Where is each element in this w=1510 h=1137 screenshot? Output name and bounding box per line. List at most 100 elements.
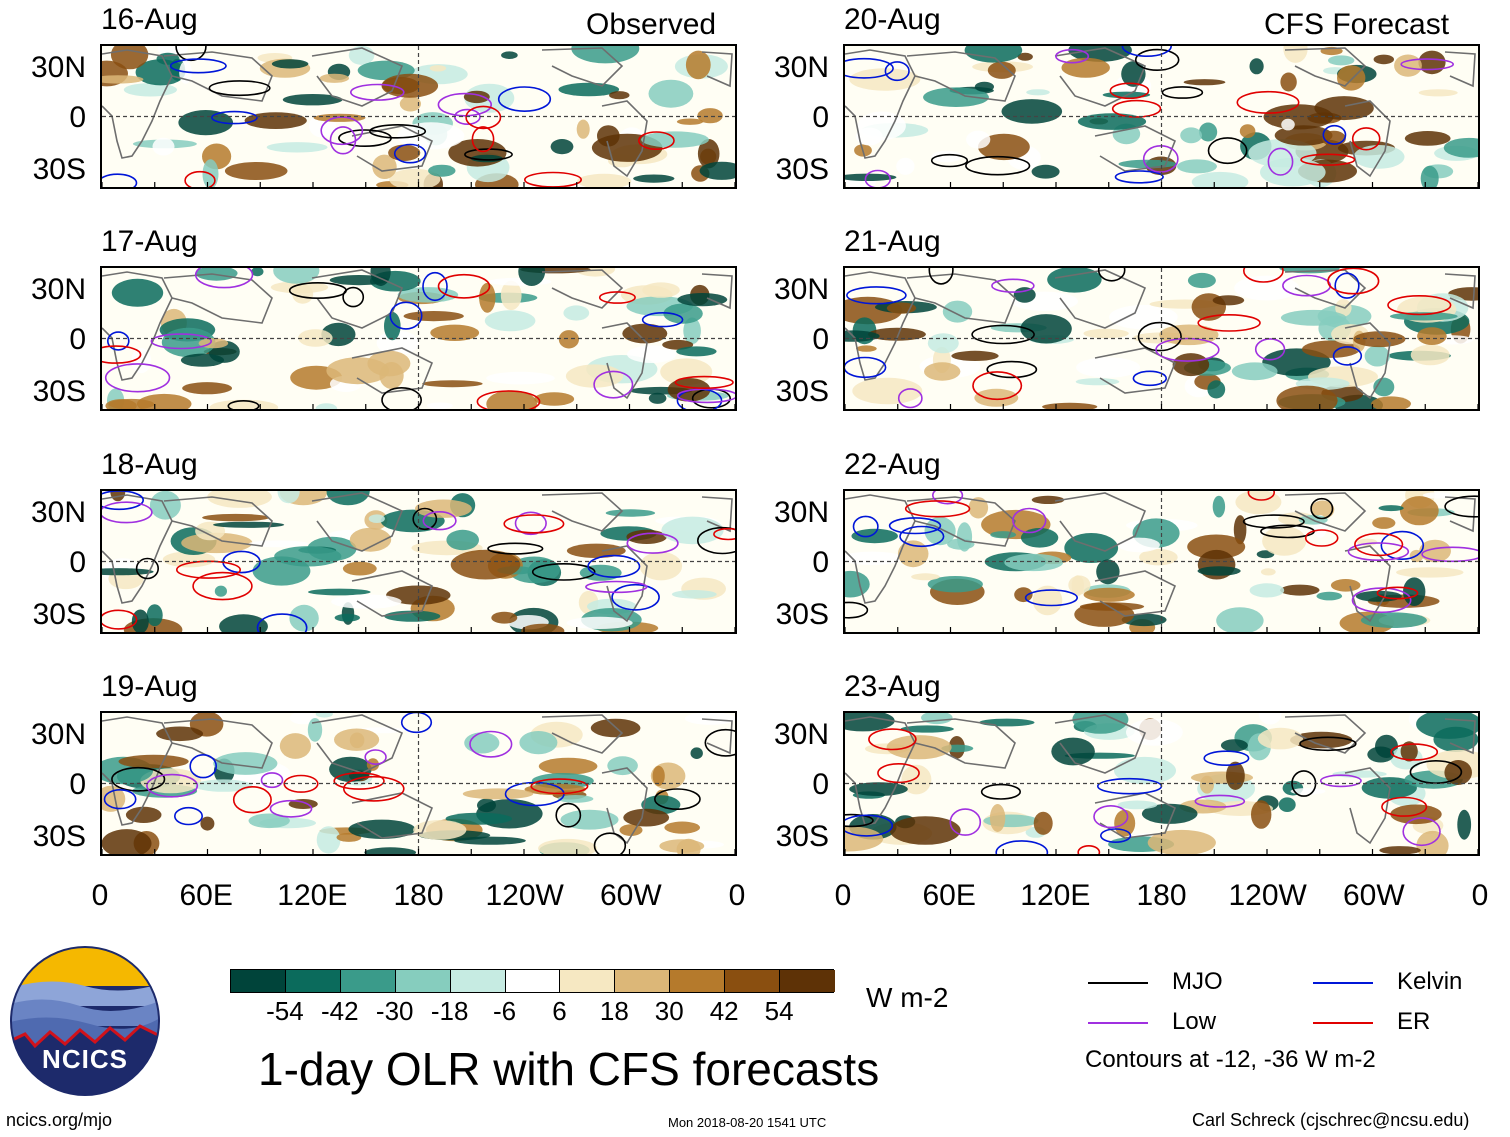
legend-swatch-kelvin [1313, 982, 1373, 984]
olr-anomaly-blob [845, 173, 897, 181]
wave-contour-mjo [986, 360, 1038, 379]
lon-tick-label: 60E [922, 879, 976, 912]
olr-anomaly-blob [990, 531, 1017, 539]
olr-anomaly-blob [699, 161, 735, 180]
olr-anomaly-blob [956, 522, 973, 552]
coastline [1054, 714, 1147, 774]
lat-tick-label: 0 [812, 100, 829, 134]
olr-anomaly-blob [652, 765, 665, 786]
olr-anomaly-blob [1302, 340, 1360, 358]
wave-contour-kelvin [899, 525, 945, 548]
olr-anomaly-blob [1177, 159, 1217, 174]
legend-label-er: ER [1397, 1008, 1431, 1035]
lat-tick-label: 30N [30, 273, 86, 307]
olr-anomaly-blob [1191, 171, 1249, 187]
olr-anomaly-blob [1239, 124, 1256, 138]
lat-tick-label: 30S [775, 152, 829, 186]
wave-contour-kelvin [845, 356, 887, 379]
olr-anomaly-blob [1001, 99, 1063, 124]
lon-tick-label: 0 [834, 879, 852, 912]
wave-contour-kelvin [845, 814, 894, 837]
olr-anomaly-blob [927, 576, 983, 593]
olr-anomaly-blob [1457, 809, 1472, 840]
footer-url[interactable]: ncics.org/mjo [6, 1110, 113, 1130]
olr-anomaly-blob [1013, 287, 1036, 303]
wave-contour-low [949, 808, 982, 836]
wave-contour-er [102, 609, 138, 630]
olr-anomaly-blob [429, 65, 447, 72]
coastline [541, 714, 624, 754]
coastline [1444, 51, 1476, 88]
wave-contour-low [991, 278, 1035, 293]
olr-anomaly-blob [851, 528, 898, 544]
olr-anomaly-blob [1422, 492, 1453, 499]
olr-anomaly-blob [1262, 526, 1307, 556]
olr-anomaly-blob [384, 311, 401, 341]
olr-anomaly-blob [1290, 788, 1326, 795]
olr-anomaly-blob [181, 532, 253, 554]
wave-contour-mjo [381, 387, 422, 409]
coastline [601, 545, 648, 623]
olr-anomaly-blob [213, 521, 285, 528]
coastline [845, 494, 916, 604]
olr-anomaly-blob [966, 130, 991, 149]
coastline [601, 322, 648, 400]
olr-anomaly-blob [1258, 713, 1282, 725]
wave-contour-low [1400, 58, 1455, 71]
olr-anomaly-blob [1379, 846, 1421, 854]
olr-anomaly-blob [1076, 357, 1141, 378]
olr-anomaly-blob [1378, 505, 1404, 512]
panel-date-label: 16-Aug [101, 3, 198, 36]
olr-anomaly-blob [334, 728, 380, 751]
wave-contour-kelvin [641, 311, 684, 328]
wave-contour-low [1093, 804, 1129, 829]
wave-contour-mjo [208, 80, 271, 97]
lon-tick-label: 0 [91, 879, 109, 912]
olr-anomaly-blob [319, 73, 350, 83]
lon-tick-label: 120E [277, 879, 348, 912]
olr-anomaly-blob [896, 157, 915, 175]
colorbar-tick-label: -6 [492, 996, 517, 1026]
olr-anomaly-blob [180, 353, 225, 367]
olr-anomaly-blob [118, 754, 189, 769]
olr-anomaly-blob [566, 616, 633, 629]
wave-contour-er [471, 126, 495, 153]
olr-anomaly-blob [1226, 761, 1245, 790]
olr-anomaly-blob [900, 725, 954, 733]
colorbar-tick-label: 6 [552, 996, 567, 1026]
lon-tick-label: 180 [393, 879, 444, 912]
wave-contour-low [1012, 507, 1047, 534]
ncics-logo-graphic [10, 946, 160, 1096]
panel-date-label: 20-Aug [844, 3, 941, 36]
colorbar [230, 969, 835, 993]
coastline [1094, 125, 1177, 172]
wave-contour-er [972, 371, 1023, 401]
wave-contour-er [1354, 532, 1404, 557]
colorbar-cell [505, 970, 561, 992]
wave-contour-er [674, 375, 734, 389]
olr-anomaly-blob [676, 118, 704, 125]
olr-anomaly-blob [1197, 566, 1241, 576]
olr-anomaly-blob [974, 81, 994, 92]
olr-anomaly-blob [927, 333, 959, 354]
olr-anomaly-blob [1114, 756, 1176, 785]
olr-anomaly-blob [1033, 811, 1053, 835]
olr-anomaly-blob [178, 110, 233, 136]
olr-anomaly-blob [1420, 165, 1439, 187]
wave-contour-kelvin [1334, 272, 1360, 299]
olr-anomaly-blob [1260, 568, 1276, 576]
olr-map-panel [843, 711, 1480, 856]
lat-tick-label: 30N [30, 718, 86, 752]
olr-anomaly-blob [579, 564, 622, 581]
wave-contour-er [904, 500, 971, 518]
olr-anomaly-blob [1256, 550, 1275, 559]
olr-anomaly-blob [671, 590, 717, 599]
olr-anomaly-blob [152, 137, 175, 156]
olr-anomaly-blob [372, 154, 397, 179]
olr-anomaly-blob [1183, 79, 1226, 86]
lat-tick-label: 0 [69, 545, 86, 579]
wave-contour-kelvin [1322, 124, 1347, 145]
wave-contour-kelvin [400, 713, 433, 734]
coastline [311, 269, 404, 329]
olr-anomaly-blob [123, 83, 177, 97]
